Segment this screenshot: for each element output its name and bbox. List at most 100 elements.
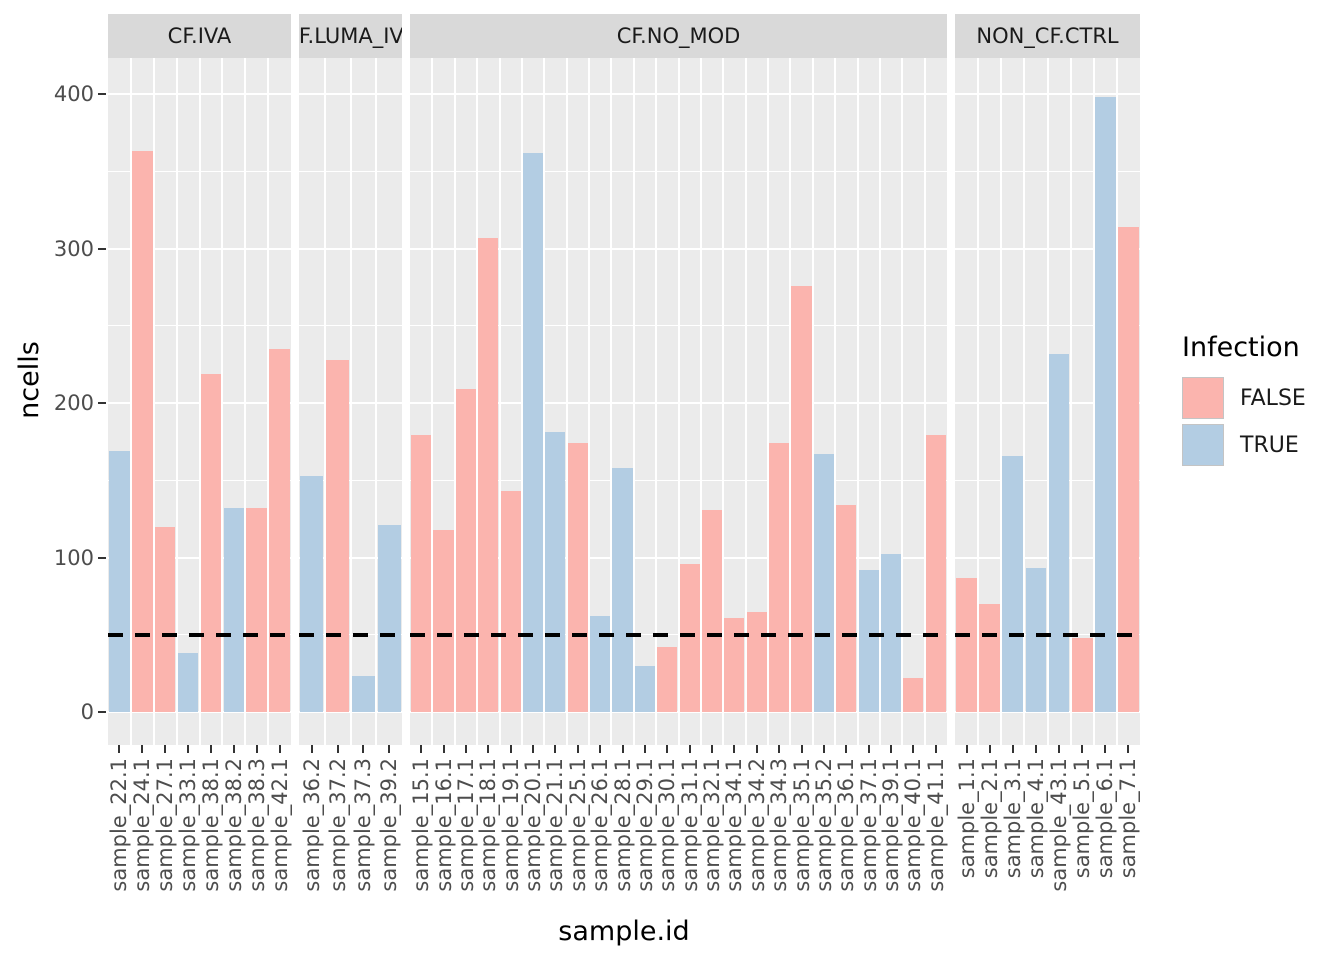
bar-sample_38.1 <box>200 373 222 712</box>
bar-sample_21.1 <box>545 432 566 712</box>
x-tick <box>576 745 579 753</box>
x-tick-label: sample_33.1 <box>176 758 201 892</box>
vertical-gridline <box>655 58 658 745</box>
vertical-gridline <box>699 58 702 745</box>
x-tick-label: sample_36.1 <box>834 758 859 892</box>
bar-sample_26.1 <box>590 616 611 712</box>
bar-sample_29.1 <box>634 665 655 712</box>
bar-sample_27.1 <box>154 526 176 712</box>
x-tick-label: sample_30.1 <box>655 758 680 892</box>
vertical-gridline <box>323 58 326 745</box>
bar-sample_19.1 <box>500 491 521 712</box>
facet-panel-cf-luma-iva <box>299 58 402 745</box>
y-tick <box>98 93 106 95</box>
x-tick-label: sample_38.2 <box>221 758 246 892</box>
x-tick-label: sample_37.3 <box>351 758 376 892</box>
y-tick <box>98 247 106 250</box>
vertical-gridline <box>878 58 881 745</box>
x-tick-label: sample_24.1 <box>130 758 155 892</box>
facet-panel-cf-iva <box>108 58 291 745</box>
x-tick <box>464 745 467 753</box>
bar-sample_38.3 <box>246 508 267 712</box>
legend: Infection FALSE TRUE <box>1182 332 1306 471</box>
x-tick-label: sample_19.1 <box>498 758 523 892</box>
facet-strip-label: CF.LUMA_IVA <box>299 24 402 48</box>
x-tick-label: sample_42.1 <box>267 758 292 892</box>
x-tick-label: sample_22.1 <box>107 758 132 892</box>
x-tick <box>988 745 991 753</box>
bar-sample_25.1 <box>567 443 588 712</box>
facet-strip-cf-no-mod: CF.NO_MOD <box>410 14 947 58</box>
facet-panel-non-cf-ctrl <box>955 58 1140 745</box>
x-tick <box>336 745 339 753</box>
x-tick-label: sample_3.1 <box>1000 758 1025 879</box>
vertical-gridline <box>267 58 270 745</box>
x-tick-label: sample_36.2 <box>299 758 324 892</box>
vertical-gridline <box>498 58 501 745</box>
vertical-gridline <box>856 58 859 745</box>
x-tick-label: sample_37.1 <box>856 758 881 892</box>
bar-sample_37.2 <box>326 359 350 712</box>
facet-strip-cf-luma-iva: CF.LUMA_IVA <box>299 14 402 58</box>
x-tick-label: sample_34.3 <box>767 758 792 892</box>
legend-label-true: TRUE <box>1240 432 1299 458</box>
y-axis-title: ncells <box>14 341 45 419</box>
x-tick <box>509 745 512 753</box>
x-tick <box>845 745 848 753</box>
x-tick-label: sample_35.1 <box>789 758 814 892</box>
x-tick-label: sample_41.1 <box>923 758 948 892</box>
bar-sample_30.1 <box>657 647 678 712</box>
bar-sample_5.1 <box>1071 637 1093 712</box>
y-tick-label: 100 <box>53 545 94 570</box>
bar-sample_42.1 <box>269 348 290 712</box>
vertical-gridline <box>129 58 132 745</box>
vertical-gridline <box>375 58 378 745</box>
x-tick <box>733 745 736 753</box>
vertical-gridline <box>588 58 590 745</box>
x-tick <box>1011 745 1014 753</box>
x-tick <box>1127 745 1130 753</box>
threshold-line <box>955 632 1140 637</box>
threshold-line <box>299 632 402 637</box>
bar-sample_32.1 <box>701 509 723 712</box>
bar-sample_34.2 <box>746 611 767 712</box>
facet-panel-cf-no-mod <box>410 58 947 745</box>
bar-sample_22.1 <box>109 450 130 712</box>
x-tick <box>232 745 235 753</box>
x-tick <box>209 745 212 753</box>
bar-sample_2.1 <box>979 603 1001 712</box>
bar-sample_17.1 <box>455 389 476 712</box>
x-tick-label: sample_5.1 <box>1070 758 1095 879</box>
x-tick-label: sample_27.1 <box>153 758 178 892</box>
bar-sample_43.1 <box>1048 353 1070 712</box>
x-tick-label: sample_4.1 <box>1023 758 1048 879</box>
x-tick <box>599 745 602 753</box>
x-tick-label: sample_6.1 <box>1093 758 1118 879</box>
x-tick <box>643 745 646 753</box>
vertical-gridline <box>1092 58 1095 745</box>
bar-sample_36.2 <box>300 475 324 712</box>
bar-sample_36.1 <box>836 504 857 712</box>
y-tick-label: 300 <box>53 236 94 261</box>
x-tick-label: sample_21.1 <box>543 758 568 892</box>
x-tick <box>310 745 313 753</box>
bar-sample_38.2 <box>223 508 245 712</box>
x-tick <box>666 745 669 753</box>
x-tick-label: sample_1.1 <box>954 758 979 879</box>
vertical-gridline <box>1069 58 1072 745</box>
facet-strip-cf-iva: CF.IVA <box>108 14 291 58</box>
x-tick-label: sample_40.1 <box>901 758 926 892</box>
vertical-gridline <box>1000 58 1003 745</box>
x-tick-label: sample_17.1 <box>453 758 478 892</box>
legend-item-false: FALSE <box>1182 377 1306 419</box>
bar-sample_31.1 <box>679 563 700 712</box>
x-tick-label: sample_28.1 <box>610 758 635 892</box>
x-axis-title: sample.id <box>558 916 690 947</box>
bar-sample_33.1 <box>177 653 199 712</box>
x-tick-label: sample_16.1 <box>431 758 456 892</box>
x-tick <box>362 745 365 753</box>
x-tick-label: sample_18.1 <box>476 758 501 892</box>
x-tick <box>890 745 893 753</box>
x-tick-label: sample_38.3 <box>244 758 269 892</box>
vertical-gridline <box>977 58 980 745</box>
